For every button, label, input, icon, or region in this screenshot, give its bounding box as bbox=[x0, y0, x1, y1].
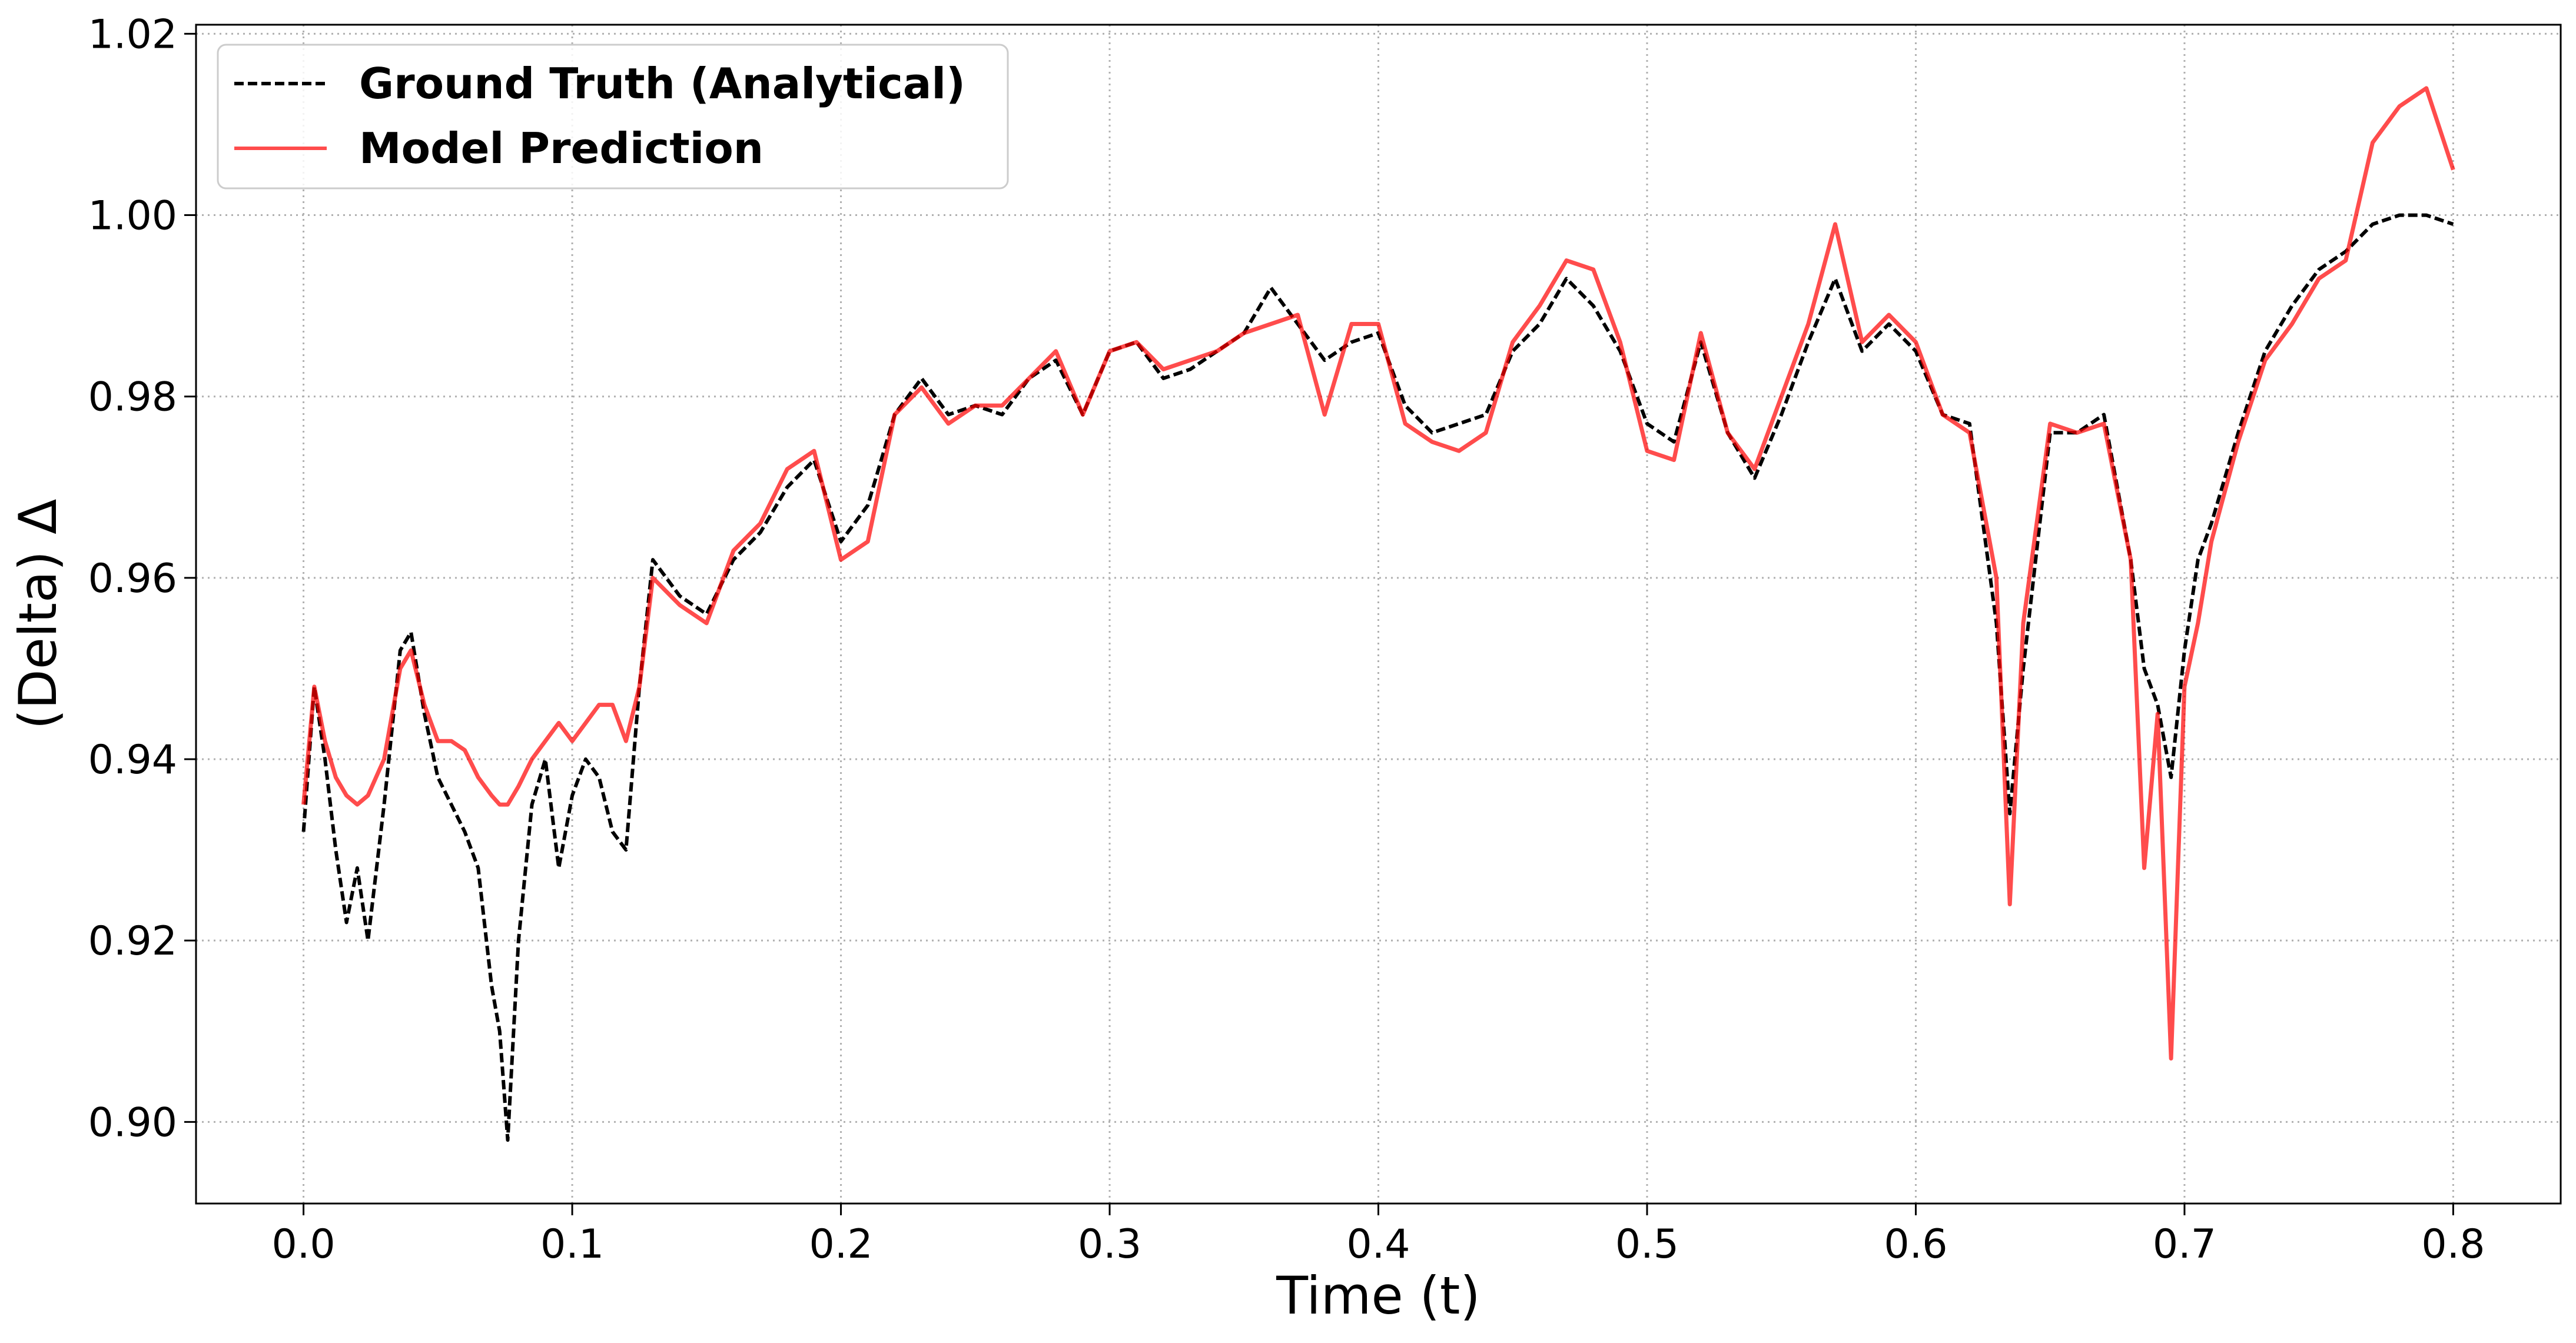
y-axis-title: (Delta) Δ bbox=[8, 499, 68, 730]
y-axis: 0.90 0.92 0.94 0.96 0.98 1.00 1.02 bbox=[88, 11, 196, 1146]
y-tick-label: 0.90 bbox=[88, 1099, 177, 1146]
series-model-prediction-line bbox=[301, 86, 2455, 1061]
x-tick-label: 0.4 bbox=[1346, 1221, 1410, 1268]
y-tick-label: 1.00 bbox=[88, 193, 177, 240]
grid-lines bbox=[196, 25, 2561, 1204]
y-tick-label: 0.94 bbox=[88, 737, 177, 783]
x-tick-label: 0.2 bbox=[809, 1221, 872, 1268]
x-tick-label: 0.3 bbox=[1078, 1221, 1141, 1268]
x-tick-label: 0.5 bbox=[1615, 1221, 1679, 1268]
x-axis: 0.0 0.1 0.2 0.3 0.4 0.5 0.6 0.7 0.8 bbox=[272, 1204, 2485, 1268]
series-layer bbox=[301, 86, 2455, 1142]
x-tick-label: 0.8 bbox=[2421, 1221, 2485, 1268]
legend-label-ground-truth: Ground Truth (Analytical) bbox=[359, 59, 965, 108]
x-tick-label: 0.1 bbox=[540, 1221, 604, 1268]
x-tick-label: 0.7 bbox=[2153, 1221, 2216, 1268]
series-ground-truth-line bbox=[301, 213, 2454, 1142]
y-tick-label: 0.98 bbox=[88, 374, 177, 421]
legend-label-model-prediction: Model Prediction bbox=[359, 124, 763, 173]
y-tick-label: 0.96 bbox=[88, 556, 177, 602]
legend-box bbox=[217, 44, 1009, 190]
legend: Ground Truth (Analytical) Model Predicti… bbox=[217, 44, 1009, 190]
y-tick-label: 1.02 bbox=[88, 11, 177, 58]
x-axis-title: Time (t) bbox=[1276, 1265, 1480, 1326]
y-tick-label: 0.92 bbox=[88, 918, 177, 965]
x-tick-label: 0.0 bbox=[272, 1221, 336, 1268]
x-tick-label: 0.6 bbox=[1884, 1221, 1947, 1268]
